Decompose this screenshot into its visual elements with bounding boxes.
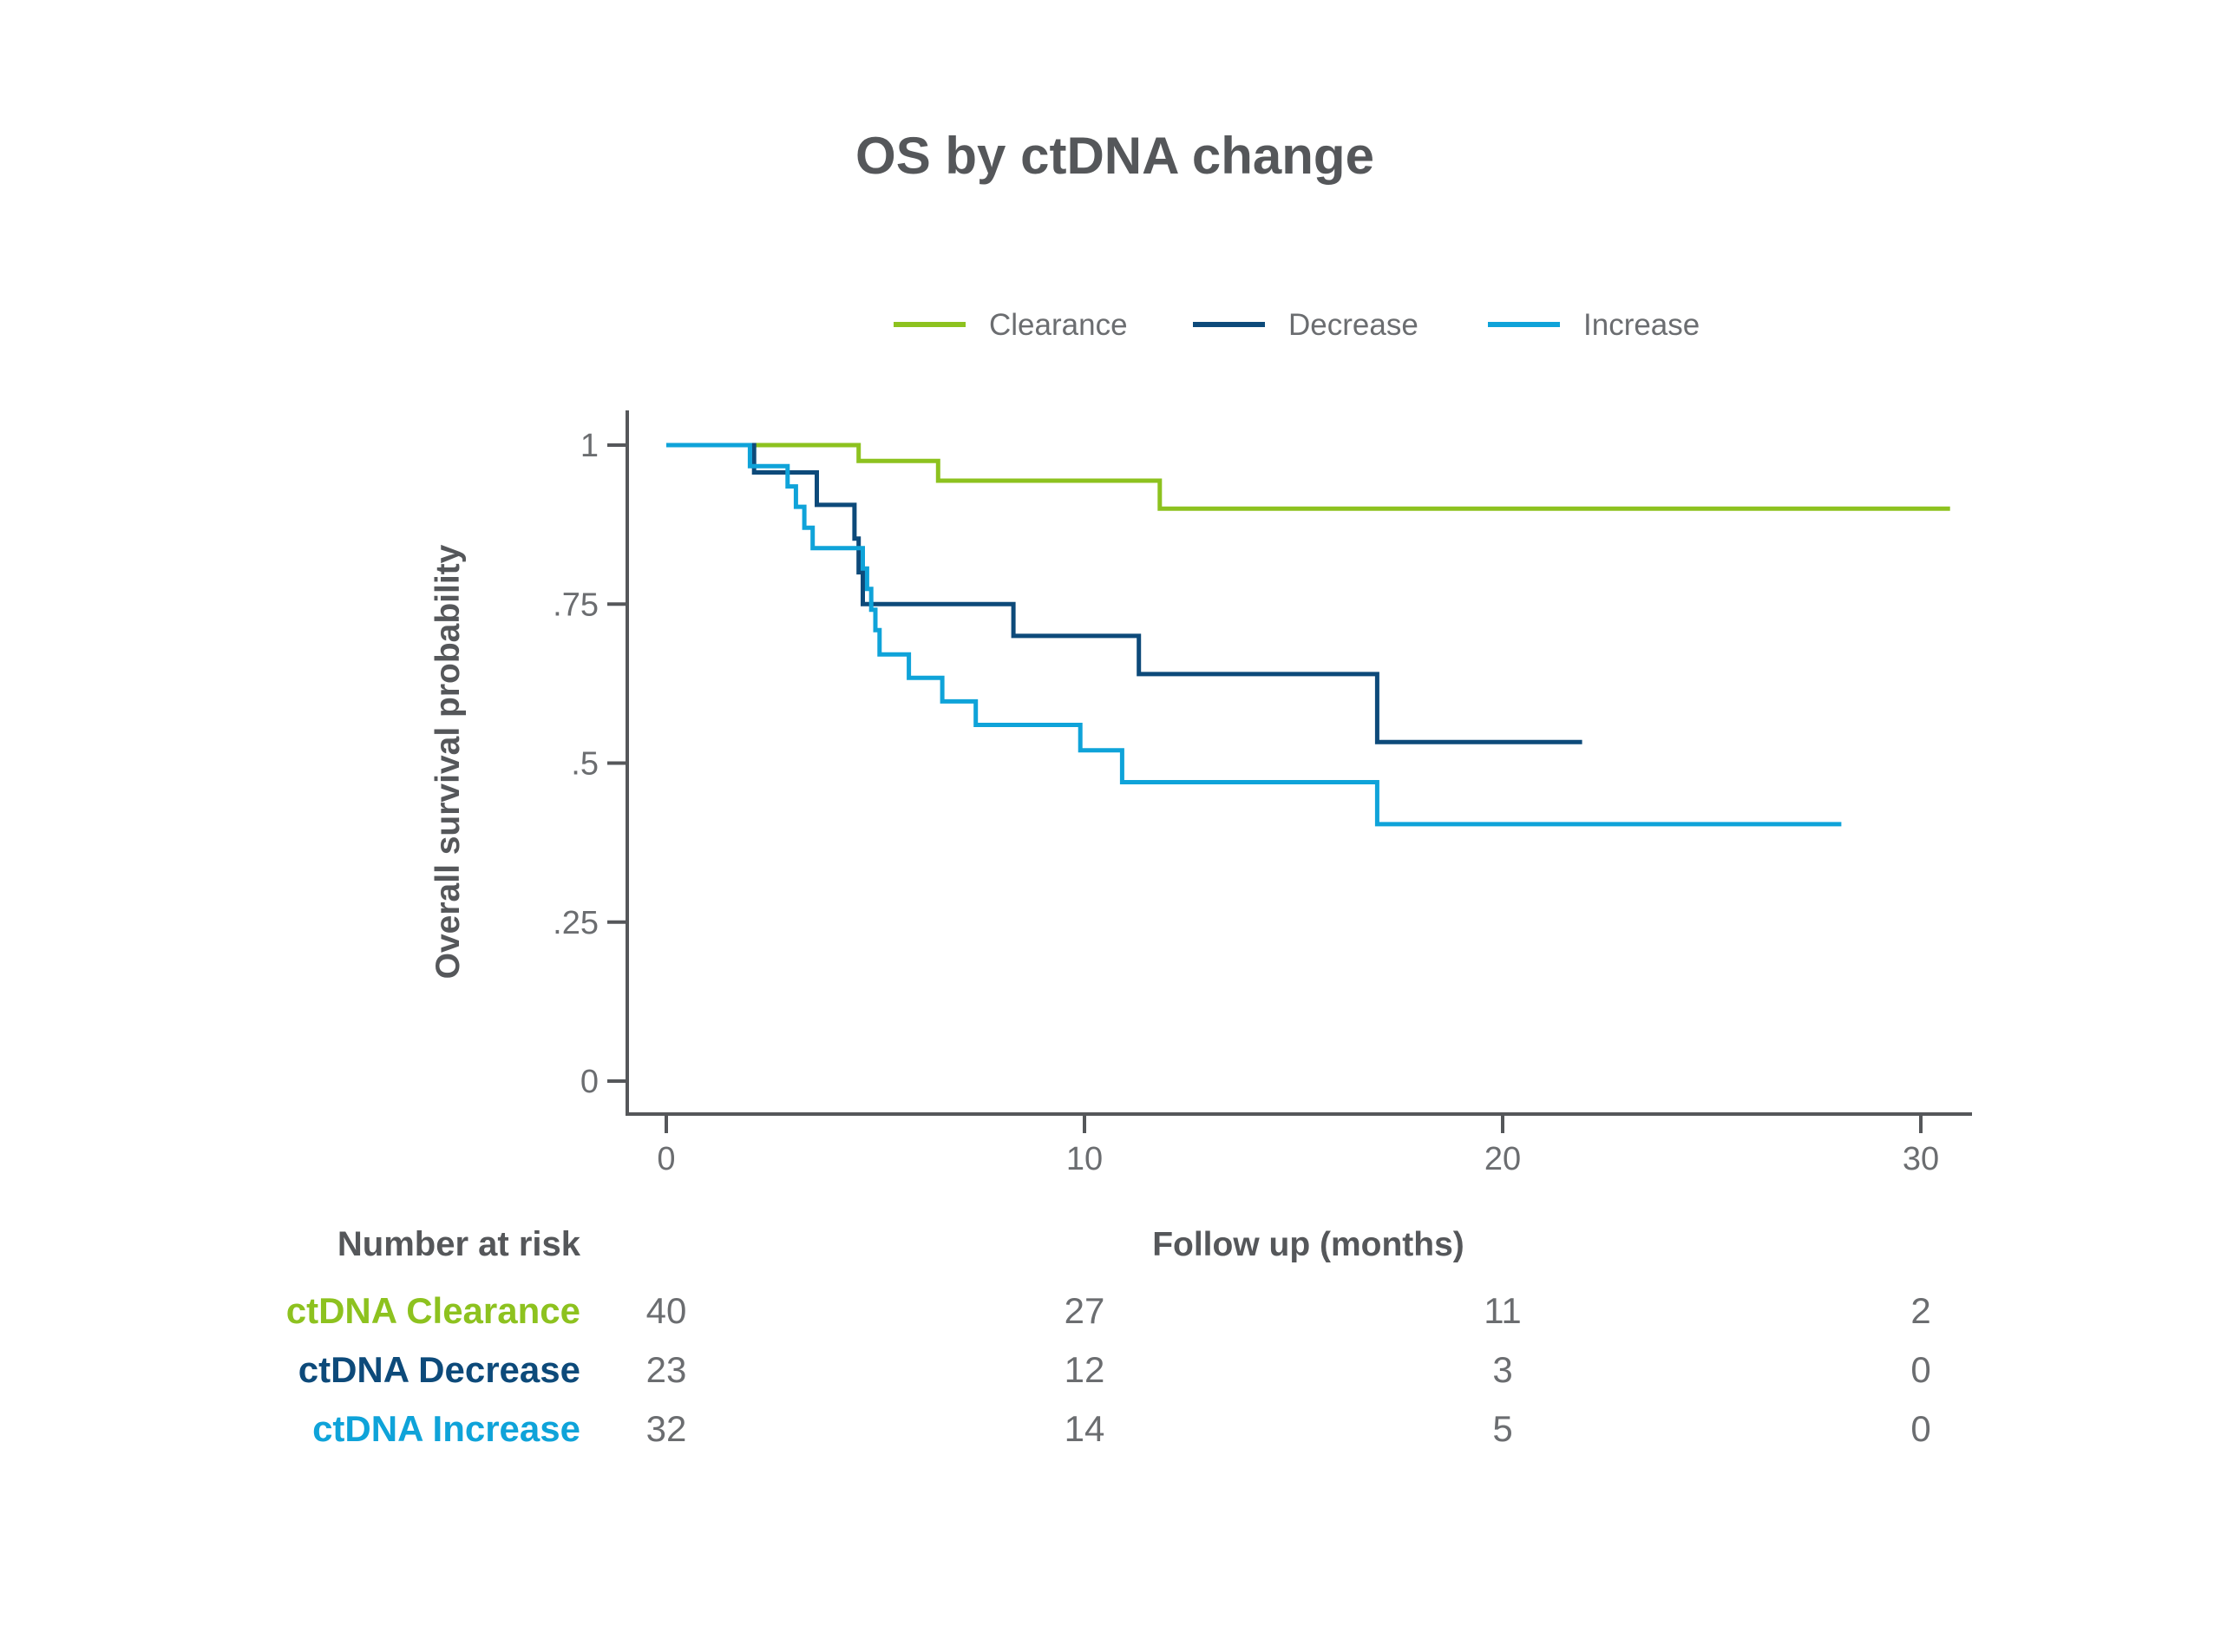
risk-count: 23 [646, 1349, 687, 1390]
risk-count: 11 [1484, 1290, 1522, 1331]
series-line-decrease [666, 442, 1582, 744]
y-tick-label: 1 [580, 428, 599, 464]
series-line-increase [666, 442, 1842, 827]
risk-count: 27 [1065, 1290, 1105, 1331]
risk-count: 0 [1910, 1349, 1930, 1390]
y-tick-label: .75 [553, 587, 599, 623]
x-tick-label: 10 [1066, 1141, 1103, 1177]
x-tick-label: 30 [1903, 1141, 1939, 1177]
series-layer [666, 442, 1950, 827]
y-axis-label: Overall survival probability [429, 544, 467, 979]
series-line-clearance [666, 442, 1950, 511]
risk-count: 0 [1910, 1408, 1930, 1449]
risk-count: 2 [1910, 1290, 1930, 1331]
y-tick-label: 0 [580, 1064, 599, 1100]
legend-label-clearance: Clearance [989, 308, 1128, 342]
legend: Clearance Decrease Increase [894, 308, 1700, 342]
risk-row-label: ctDNA Clearance [286, 1290, 580, 1331]
y-tick-label: .25 [553, 905, 599, 941]
legend-label-increase: Increase [1583, 308, 1700, 342]
risk-row-label: ctDNA Decrease [298, 1349, 580, 1390]
risk-count: 40 [646, 1290, 687, 1331]
risk-table: Number at risk ctDNA Clearance 40 27 11 2 ctD… [286, 1225, 1931, 1449]
legend-label-decrease: Decrease [1288, 308, 1418, 342]
x-axis-label: Follow up (months) [1152, 1226, 1464, 1263]
x-tick-label: 0 [657, 1141, 675, 1177]
risk-count: 5 [1492, 1408, 1512, 1449]
risk-count: 32 [646, 1408, 687, 1449]
risk-row-label: ctDNA Increase [312, 1408, 580, 1449]
chart-title: OS by ctDNA change [855, 127, 1374, 185]
risk-table-header: Number at risk [337, 1225, 581, 1263]
axes [626, 410, 1972, 1116]
risk-count: 12 [1065, 1349, 1105, 1390]
risk-count: 14 [1065, 1408, 1105, 1449]
y-tick-label: .5 [571, 746, 599, 783]
risk-count: 3 [1492, 1349, 1512, 1390]
x-tick-label: 20 [1484, 1141, 1521, 1177]
